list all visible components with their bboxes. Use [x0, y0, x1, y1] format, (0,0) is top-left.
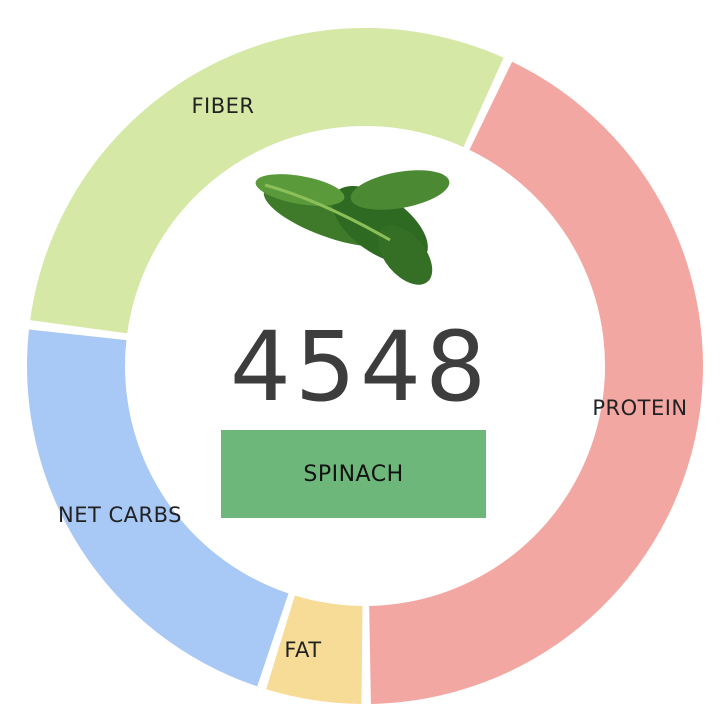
spinach-image — [255, 170, 450, 285]
food-name-badge: SPINACH — [221, 430, 486, 518]
label-fiber: FIBER — [191, 94, 254, 118]
label-net-carbs: NET CARBS — [58, 503, 182, 527]
slice-protein — [369, 61, 704, 704]
label-fat: FAT — [284, 638, 321, 662]
food-name: SPINACH — [303, 461, 404, 487]
slice-fiber — [30, 27, 504, 334]
slice-fat — [266, 595, 363, 704]
label-protein: PROTEIN — [592, 396, 687, 420]
slice-net-carbs — [26, 329, 289, 687]
calorie-total: 4548 — [229, 311, 491, 423]
